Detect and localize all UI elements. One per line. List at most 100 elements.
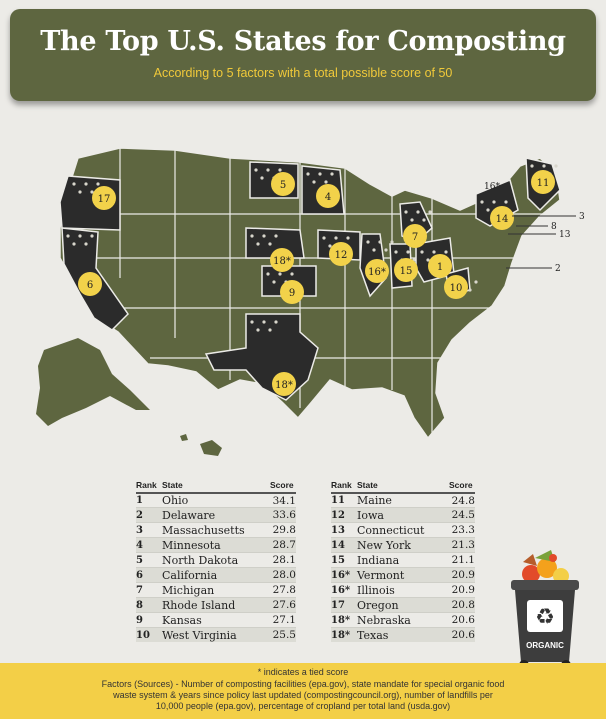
food-scraps-icon — [522, 550, 569, 584]
badge-label: 18* — [273, 256, 291, 267]
cell-score: 29.8 — [272, 524, 296, 536]
cell-score: 25.5 — [272, 629, 296, 641]
map-hawaii — [200, 440, 222, 456]
doodle-dot — [306, 172, 310, 176]
sources-line-2: waste system & years since policy last u… — [113, 690, 493, 700]
cell-rank: 12 — [331, 509, 345, 521]
doodle-dot — [378, 240, 382, 244]
cell-state: New York — [357, 538, 411, 552]
rank-badge — [92, 186, 116, 210]
doodle-dot — [416, 210, 420, 214]
cell-score: 28.7 — [272, 539, 296, 551]
cell-rank: 18* — [331, 629, 351, 641]
doodle-dot — [468, 288, 472, 292]
badge-label: 14 — [496, 214, 509, 225]
doodle-dot — [444, 250, 448, 254]
doodle-dot — [90, 234, 94, 238]
table-row: 10 West Virginia 25.5 — [136, 627, 296, 642]
rank-badge — [403, 224, 427, 248]
cell-state: Ohio — [162, 494, 189, 507]
badge-label: 1 — [437, 262, 443, 273]
table-row: 2 Delaware 33.6 — [136, 507, 296, 522]
doodle-dot — [268, 242, 272, 246]
cell-score: 24.5 — [451, 509, 475, 521]
table-header: Rank State Score — [136, 478, 296, 492]
cell-rank: 9 — [136, 614, 143, 626]
doodle-dot — [542, 164, 546, 168]
cell-state: Nebraska — [357, 613, 411, 627]
table-row: 14 New York 21.3 — [331, 537, 475, 552]
badge-label: 16* — [484, 182, 500, 192]
doodle-dot — [262, 320, 266, 324]
header-score: Score — [270, 480, 294, 490]
doodle-dot — [530, 164, 534, 168]
cell-state: Oregon — [357, 598, 399, 612]
cell-score: 28.0 — [272, 569, 296, 581]
header-score: Score — [449, 480, 473, 490]
doodle-dot — [268, 328, 272, 332]
cell-rank: 11 — [331, 495, 345, 506]
table-body: 1 Ohio 34.1 2 Delaware 33.6 3 Massachusetts 29.8… — [136, 492, 296, 642]
doodle-dot — [78, 190, 82, 194]
doodle-dot — [274, 234, 278, 238]
doodle-dot — [318, 172, 322, 176]
cell-state: California — [162, 568, 218, 582]
cell-state: Vermont — [357, 568, 405, 582]
doodle-dot — [274, 320, 278, 324]
ranking-table-right: Rank State Score 11 Maine 24.8 12 Iowa 24.5 13… — [331, 478, 475, 642]
doodle-dot — [328, 244, 332, 248]
doodle-dot — [266, 272, 270, 276]
rank-badge — [272, 372, 296, 396]
doodle-dot — [486, 208, 490, 212]
cell-state: Connecticut — [357, 523, 425, 537]
doodle-dot — [346, 236, 350, 240]
table-row: 11 Maine 24.8 — [331, 492, 475, 507]
cell-rank: 13 — [331, 524, 345, 536]
rank-badge — [365, 259, 389, 283]
table-row: 7 Michigan 27.8 — [136, 582, 296, 597]
table-row: 16* Vermont 20.9 — [331, 567, 475, 582]
doodle-dot — [426, 258, 430, 262]
doodle-dot — [504, 200, 508, 204]
doodle-dot — [322, 236, 326, 240]
callout-label: 13 — [559, 230, 571, 240]
state-nebraska — [245, 227, 305, 259]
doodle-dot — [262, 234, 266, 238]
rank-badge — [428, 254, 452, 278]
doodle-dot — [260, 176, 264, 180]
recycle-icon: ♻ — [535, 605, 555, 630]
cell-state: Delaware — [162, 508, 216, 522]
rank-badge — [316, 184, 340, 208]
map-alaska — [36, 338, 150, 426]
table-row: 16* Illinois 20.9 — [331, 582, 475, 597]
doodle-dot — [474, 280, 478, 284]
cell-rank: 14 — [331, 539, 345, 551]
header-state: State — [162, 480, 183, 490]
doodle-dot — [384, 248, 388, 252]
cell-state: Kansas — [162, 613, 202, 627]
cell-score: 20.6 — [451, 629, 475, 641]
cell-rank: 1 — [136, 495, 143, 506]
cell-rank: 6 — [136, 569, 143, 581]
tie-note: * indicates a tied score — [257, 667, 349, 677]
cell-state: Iowa — [357, 508, 384, 522]
doodle-dot — [250, 234, 254, 238]
page-title: The Top U.S. States for Composting — [40, 26, 566, 57]
map-hawaii-islet — [180, 434, 188, 441]
page-subtitle: According to 5 factors with a total poss… — [153, 66, 453, 80]
cell-rank: 8 — [136, 599, 143, 611]
doodle-dot — [90, 190, 94, 194]
doodle-dot — [422, 218, 426, 222]
doodle-dot — [554, 164, 558, 168]
cell-score: 20.9 — [451, 569, 475, 581]
header-rank: Rank — [136, 480, 157, 490]
cell-rank: 16* — [331, 584, 351, 596]
doodle-dot — [66, 234, 70, 238]
doodle-dot — [278, 272, 282, 276]
table-row: 1 Ohio 34.1 — [136, 492, 296, 507]
doodle-dot — [278, 168, 282, 172]
cell-score: 27.8 — [272, 584, 296, 596]
table-row: 6 California 28.0 — [136, 567, 296, 582]
rank-badge — [78, 272, 102, 296]
